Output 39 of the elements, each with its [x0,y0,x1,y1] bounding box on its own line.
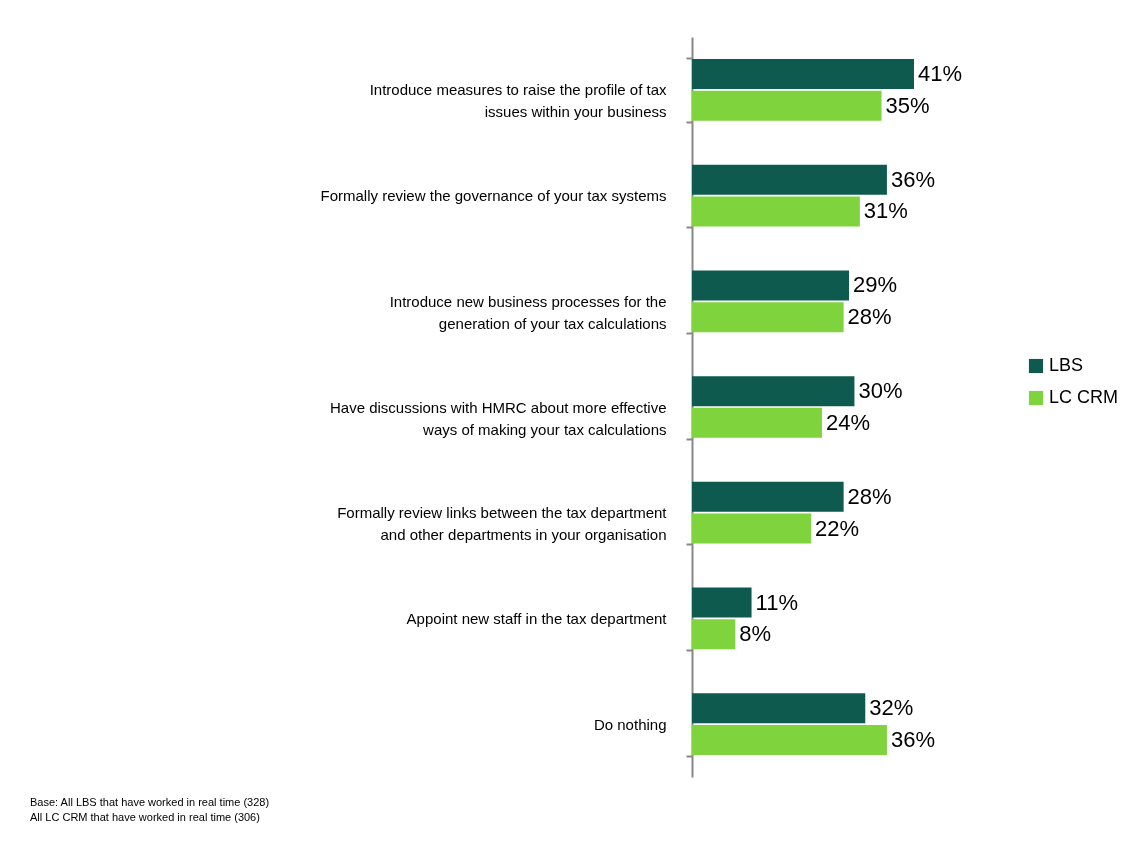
bar [692,693,866,724]
data-label: 29% [853,272,898,298]
bar [692,587,752,618]
data-label: 30% [858,378,903,404]
bar [692,59,914,89]
y-tick-label: Formally review links between the tax department and other departments in your organisation [337,504,668,544]
data-label: 22% [815,515,860,541]
bar [692,90,882,121]
y-tick-label: Introduce new business processes for the generation of your tax calculations [389,292,667,332]
data-label: 31% [863,198,908,224]
data-label: 41% [918,61,963,86]
legend-label: LBS [1049,355,1084,375]
y-tick-label: Appoint new staff in the tax department [406,609,668,627]
bar [692,376,855,407]
y-tick-label: Do nothing [593,715,667,733]
bar [692,513,812,544]
data-label: 28% [847,304,892,330]
text: Base: All LBS that have worked in real time (328) [30,796,270,808]
data-label: 36% [890,166,935,192]
data-label: 24% [825,409,870,435]
bar [692,481,844,512]
data-label: 35% [885,92,930,118]
bar [692,725,887,755]
y-tick-label: Formally review the governance of your tax systems [320,187,667,205]
legend-label: LC CRM [1049,387,1119,407]
bar [692,270,850,301]
bar [692,407,822,438]
data-label: 8% [739,621,772,647]
bar [692,619,736,650]
data-label: 32% [869,695,914,721]
data-label: 28% [847,483,892,509]
bar [692,164,887,195]
y-tick-label: Have discussions with HMRC about more effective ways of making your tax calculations [329,398,667,438]
text: All LC CRM that have worked in real time (306) [30,811,260,823]
data-label: 11% [755,589,798,615]
bar [692,302,844,333]
data-label: 36% [890,727,935,752]
bar [692,196,860,227]
y-tick-label: Introduce measures to raise the profile of tax issues within your business [369,81,667,121]
